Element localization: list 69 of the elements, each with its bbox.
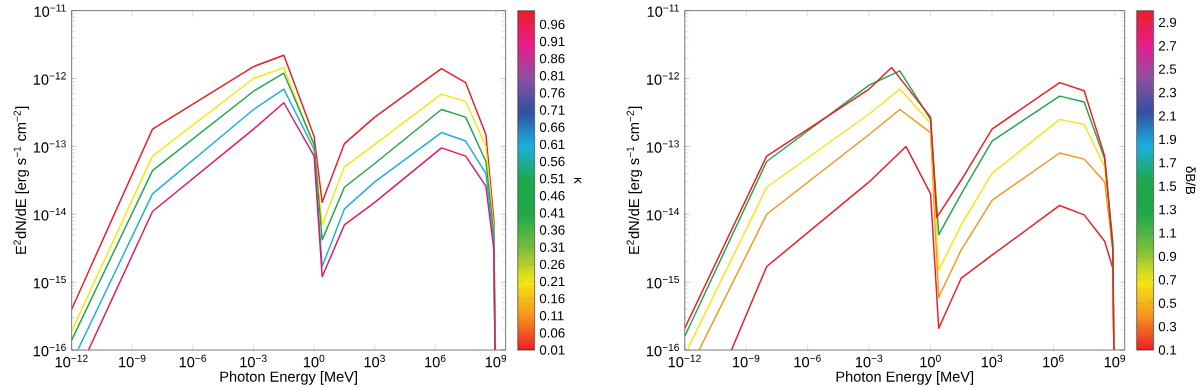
color-bar-label: 0.96 <box>539 19 565 29</box>
color-bar-label: 1.7 <box>1159 158 1177 168</box>
y-tick-label: 10$^{−15}$ <box>33 275 66 289</box>
color-bar-label: 1.5 <box>1159 181 1177 191</box>
x-tick-label: 10$^{−12}$ <box>668 354 701 368</box>
color-bar-label: 2.7 <box>1158 41 1177 51</box>
color-bar-label: 0.41 <box>539 208 565 218</box>
color-bar-title: κ <box>574 177 582 184</box>
x-tick-label: 10$^{6}$ <box>425 354 446 368</box>
color-bar-label: 2.3 <box>1158 87 1177 98</box>
x-tick-label: 10$^{−3}$ <box>240 354 267 368</box>
color-bar-label: 0.81 <box>539 71 565 81</box>
color-bar-label: 0.66 <box>539 122 565 132</box>
y-tick-label: 10$^{−15}$ <box>646 275 679 289</box>
x-axis-title: Photon Energy [MeV] <box>220 371 357 385</box>
y-axis-title: E$^{2}$dN/dE [erg s$^{−1}$ cm$^{−2}$] <box>626 106 643 254</box>
color-bar-label: 1.3 <box>1159 204 1177 215</box>
color-bar-label: 0.46 <box>539 191 565 201</box>
y-tick-label: 10$^{−11}$ <box>647 4 679 17</box>
x-tick-label: 10$^{−9}$ <box>733 354 760 368</box>
x-tick-label: 10$^{−6}$ <box>794 354 821 368</box>
x-tick-label: 10$^{9}$ <box>485 354 507 368</box>
x-tick-label: 10$^{3}$ <box>981 354 1003 368</box>
color-bar-label: 0.9 <box>1158 251 1177 262</box>
y-tick-label: 10$^{−11}$ <box>34 4 66 17</box>
color-bar-label: 0.11 <box>539 311 564 321</box>
y-tick-label: 10$^{−13}$ <box>646 140 679 153</box>
x-tick-label: 10$^{−12}$ <box>55 354 88 368</box>
color-bar-label: 1.1 <box>1159 228 1177 238</box>
x-tick-label: 10$^{0}$ <box>303 354 325 368</box>
color-bar-label: 0.06 <box>539 328 565 338</box>
x-axis-title: Photon Energy [MeV] <box>836 371 974 385</box>
y-tick-label: 10$^{−13}$ <box>33 140 66 153</box>
color-bar-label: 2.9 <box>1158 17 1177 27</box>
y-axis-title: E$^{2}$dN/dE [erg s$^{−1}$ cm$^{−2}$] <box>13 106 29 254</box>
color-bar-label: 0.31 <box>539 242 565 252</box>
color-bar-label: 0.76 <box>539 88 565 98</box>
x-tick-label: 10$^{−3}$ <box>855 354 883 368</box>
x-tick-label: 10$^{3}$ <box>364 354 385 368</box>
x-tick-label: 10$^{−6}$ <box>179 354 207 368</box>
color-bar-label: 0.26 <box>539 259 565 269</box>
color-bar-label: 0.56 <box>539 156 565 167</box>
color-bar-label: 0.5 <box>1158 298 1177 308</box>
color-bar-title: δB/B <box>1185 166 1196 194</box>
x-tick-label: 10$^{−9}$ <box>119 354 146 368</box>
color-bar-label: 0.7 <box>1158 275 1177 285</box>
y-tick-label: 10$^{−14}$ <box>646 208 680 221</box>
color-bar-label: 0.91 <box>539 36 565 47</box>
x-tick-label: 10$^{0}$ <box>920 354 941 368</box>
color-bar-label: 0.36 <box>539 225 565 235</box>
y-tick-label: 10$^{−16}$ <box>33 343 66 357</box>
color-bar-label: 0.86 <box>539 53 565 64</box>
y-tick-label: 10$^{−12}$ <box>33 72 66 85</box>
color-bar-label: 0.01 <box>539 345 565 355</box>
y-tick-label: 10$^{−16}$ <box>646 343 679 357</box>
color-bar-label: 0.71 <box>539 105 565 115</box>
y-tick-label: 10$^{−12}$ <box>646 72 679 85</box>
color-bar-label: 1.9 <box>1159 134 1177 145</box>
color-bar-label: 0.61 <box>539 139 565 149</box>
color-bar-label: 0.21 <box>539 276 565 287</box>
color-bar-label: 0.3 <box>1158 321 1177 332</box>
x-tick-label: 10$^{6}$ <box>1043 354 1064 368</box>
color-bar-label: 2.1 <box>1158 111 1177 121</box>
color-bar-label: 0.1 <box>1158 345 1177 355</box>
color-bar-label: 0.51 <box>539 173 565 184</box>
y-tick-label: 10$^{−14}$ <box>33 208 67 221</box>
x-tick-label: 10$^{9}$ <box>1104 354 1126 368</box>
color-bar-label: 2.5 <box>1158 64 1177 74</box>
color-bar-label: 0.16 <box>539 293 565 304</box>
